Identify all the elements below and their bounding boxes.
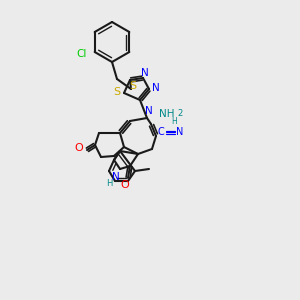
Text: NH: NH	[159, 109, 175, 119]
Text: H: H	[171, 116, 177, 125]
Text: Cl: Cl	[76, 49, 87, 59]
Text: N: N	[141, 68, 149, 78]
Text: O: O	[75, 143, 83, 153]
Text: C: C	[158, 127, 164, 137]
Text: H: H	[106, 179, 112, 188]
Text: S: S	[129, 81, 137, 91]
Text: S: S	[113, 87, 121, 97]
Text: N: N	[176, 127, 184, 137]
Text: 2: 2	[177, 110, 183, 118]
Text: N: N	[145, 106, 153, 116]
Text: N: N	[112, 172, 120, 182]
Text: O: O	[121, 180, 129, 190]
Text: N: N	[152, 83, 160, 93]
